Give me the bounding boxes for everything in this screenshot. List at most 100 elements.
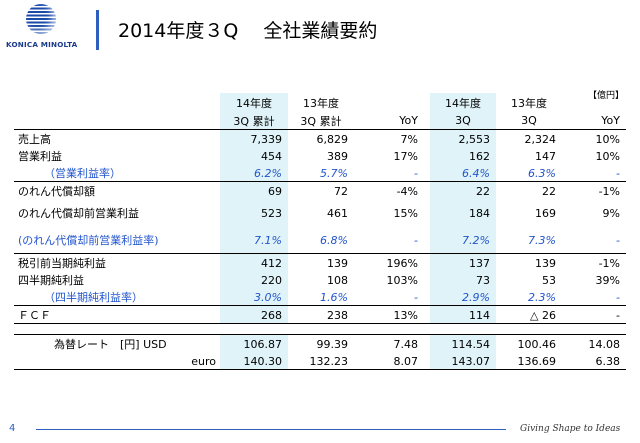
cell: 137 (430, 253, 496, 271)
page-number: 4 (9, 423, 16, 434)
row-label: （営業利益率） (14, 164, 220, 182)
cell: 9% (602, 206, 620, 220)
title-accent-bar (96, 10, 99, 50)
cell: 2.9% (430, 288, 496, 306)
cell: 454 (220, 147, 288, 164)
cell: 143.07 (430, 352, 496, 370)
cell: 2.3% (496, 288, 562, 306)
cell: - (354, 164, 424, 182)
row-label: 営業利益 (18, 150, 62, 163)
company-logo: KONICA MINOLTA (6, 4, 78, 56)
col-header: 14年度 (430, 93, 496, 111)
header-row-2: 3Q 累計 3Q 累計 YoY 3Q 3Q YoY (14, 111, 626, 130)
cell: 17% (393, 149, 418, 163)
cell: 412 (220, 253, 288, 271)
col-header (354, 93, 424, 111)
cell: 2,553 (430, 129, 496, 147)
col-header: 3Q 累計 (300, 114, 342, 128)
cell: - (562, 305, 626, 324)
fx-label: 為替レート [円] USD (14, 334, 220, 352)
cell: 69 (220, 181, 288, 199)
page-title: 2014年度３Q 全社業績要約 (118, 20, 378, 42)
cell: 132.23 (288, 352, 354, 370)
cell: 39% (595, 273, 620, 287)
cell: 147 (535, 149, 556, 163)
cell: 268 (220, 305, 288, 324)
cell: 100.46 (496, 334, 562, 352)
cell: 10% (562, 129, 626, 147)
col-header: YoY (399, 114, 418, 127)
cell: 136.69 (496, 352, 562, 370)
cell: 22 (542, 184, 556, 198)
cell: -1% (598, 256, 620, 270)
cell: - (354, 288, 424, 306)
table-row: （営業利益率） 6.2% 5.7% - 6.4% 6.3% - (14, 164, 626, 182)
cell: 6.2% (220, 164, 288, 182)
cell: 196% (386, 256, 418, 270)
cell: 139 (327, 256, 348, 270)
cell: 15% (393, 206, 418, 220)
cell: 6.3% (496, 164, 562, 182)
cell: 2,324 (496, 129, 562, 147)
table-row: 四半期純利益 220 108 103% 73 53 39% (14, 271, 626, 288)
cell: 7,339 (220, 129, 288, 147)
cell: 461 (327, 206, 348, 220)
table-row: (のれん代償却前営業利益率) 7.1% 6.8% - 7.2% 7.3% - (14, 226, 626, 254)
cell: 7.3% (496, 226, 562, 254)
table-row: 売上高 7,339 6,829 7% 2,553 2,324 10% (14, 129, 626, 147)
cell: △ 26 (496, 305, 562, 324)
cell: 523 (220, 199, 288, 226)
cell: 139 (535, 256, 556, 270)
cell: 169 (535, 206, 556, 220)
col-header: 3Q (521, 114, 537, 127)
cell: 53 (542, 273, 556, 287)
footer-divider (36, 429, 506, 430)
row-label: （四半期純利益率） (14, 288, 220, 306)
cell: - (562, 288, 626, 306)
cell: - (562, 226, 626, 254)
col-header: YoY (601, 114, 620, 127)
row-label: (のれん代償却前営業利益率) (14, 226, 220, 254)
row-label: 税引前当期純利益 (18, 257, 106, 270)
globe-icon (26, 4, 56, 34)
table-row: 税引前当期純利益 412 139 196% 137 139 -1% (14, 253, 626, 271)
col-header (562, 93, 626, 111)
cell: 7.48 (354, 334, 424, 352)
fx-label: euro (14, 352, 220, 370)
cell: 6,829 (288, 129, 354, 147)
cell: 7.1% (220, 226, 288, 254)
row-label: ＦＣＦ (14, 305, 220, 324)
cell: 106.87 (220, 334, 288, 352)
cell: 108 (327, 273, 348, 287)
cell: 13% (354, 305, 424, 324)
cell: 114 (430, 305, 496, 324)
col-header: 3Q 累計 (220, 111, 288, 130)
cell: 162 (430, 147, 496, 164)
cell: - (354, 226, 424, 254)
table-row: のれん代償却前営業利益 523 461 15% 184 169 9% (14, 199, 626, 226)
header-row-1: 14年度 13年度 14年度 13年度 (14, 93, 626, 111)
cell: 103% (386, 273, 418, 287)
cell: 6.8% (288, 226, 354, 254)
cell: -4% (396, 184, 418, 198)
cell: 73 (430, 271, 496, 288)
row-label: のれん代償却額 (18, 185, 95, 198)
cell: 14.08 (562, 334, 626, 352)
cell: 220 (220, 271, 288, 288)
cell: 1.6% (288, 288, 354, 306)
cell: -1% (598, 184, 620, 198)
cell: 140.30 (220, 352, 288, 370)
table-row: ＦＣＦ 268 238 13% 114 △ 26 - (14, 305, 626, 324)
cell: 6.4% (430, 164, 496, 182)
cell: - (562, 164, 626, 182)
col-header: 3Q (430, 111, 496, 130)
tagline: Giving Shape to Ideas (520, 424, 621, 434)
col-header: 14年度 (220, 93, 288, 111)
results-table: 14年度 13年度 14年度 13年度 3Q 累計 3Q 累計 YoY 3Q 3… (14, 93, 626, 370)
cell: 389 (327, 149, 348, 163)
cell: 8.07 (354, 352, 424, 370)
cell: 7% (354, 129, 424, 147)
row-label: 四半期純利益 (18, 274, 84, 287)
cell: 99.39 (288, 334, 354, 352)
cell: 3.0% (220, 288, 288, 306)
